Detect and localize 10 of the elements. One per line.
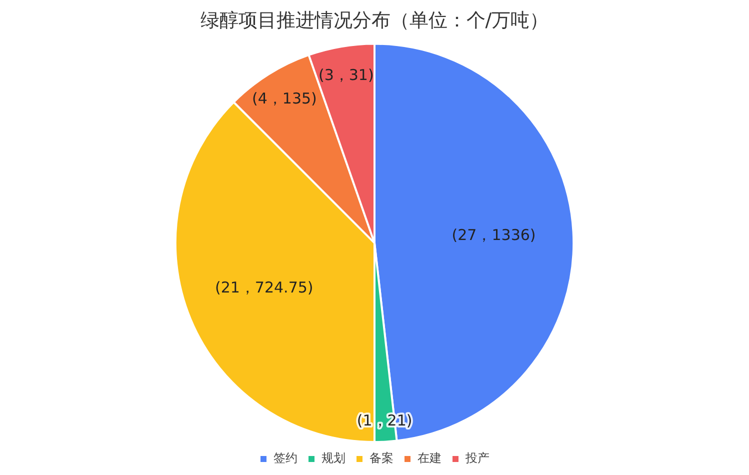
legend-label: 规划 <box>322 451 346 466</box>
legend-label: 投产 <box>464 451 490 466</box>
data-label: (4，135) <box>252 89 317 108</box>
data-label: (27，1336) <box>452 226 536 244</box>
legend-label: 签约 <box>274 451 298 466</box>
legend-label: 在建 <box>418 451 442 466</box>
data-label: (3，31) <box>318 66 374 84</box>
chart-title: 绿醇项目推进情况分布（单位：个/万吨） <box>200 9 549 32</box>
data-label: (21，724.75) <box>214 278 314 297</box>
legend-label: 备案 <box>370 451 394 466</box>
